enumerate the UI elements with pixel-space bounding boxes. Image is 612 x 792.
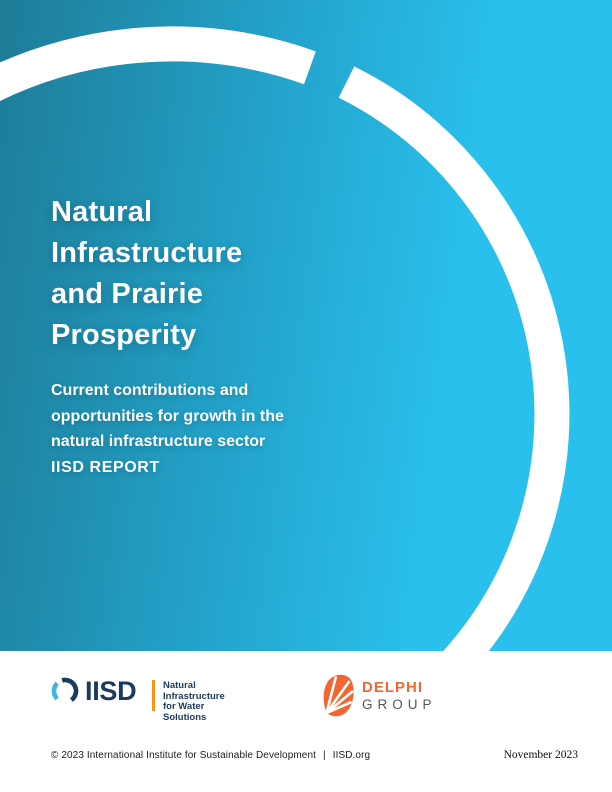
copyright-text: © 2023 International Institute for Susta…: [51, 750, 316, 761]
copyright-line: © 2023 International Institute for Susta…: [51, 750, 370, 761]
title-line: Natural: [51, 196, 153, 228]
cover-subtitle: Current contributions and opportunities …: [51, 378, 351, 455]
separator: |: [323, 750, 326, 761]
iisd-tagline-line: Natural Infrastructure: [163, 680, 225, 702]
delphi-sub: GROUP: [362, 697, 437, 712]
iisd-circle-icon: [51, 677, 79, 702]
broken-ring-icon: [0, 0, 612, 651]
delphi-name: DELPHI: [362, 679, 424, 696]
subtitle-line: Current contributions and: [51, 382, 249, 399]
cover-footer: IISD Natural Infrastructure for Water So…: [0, 651, 612, 792]
report-type-label: IISD REPORT: [51, 459, 160, 476]
ring-arc-top-left: [0, 26, 316, 102]
delphi-leaf-icon: [323, 674, 354, 717]
subtitle-line: natural infrastructure sector: [51, 433, 266, 450]
iisd-wordmark: IISD: [85, 676, 137, 706]
cover-hero: Natural Infrastructure and Prairie Prosp…: [0, 0, 612, 651]
subtitle-line: opportunities for growth in the: [51, 407, 284, 425]
iisd-org-link[interactable]: IISD.org: [332, 750, 371, 761]
page-title: Natural Infrastructure and Prairie Prosp…: [51, 192, 371, 356]
iisd-tagline: Natural Infrastructure for Water Solutio…: [163, 680, 225, 723]
publication-date: November 2023: [503, 749, 578, 761]
title-line: and Prairie: [51, 278, 204, 310]
iisd-arc-light: [51, 681, 60, 701]
iisd-arc-navy: [61, 677, 79, 702]
title-line: Prosperity: [51, 319, 197, 351]
title-line: Infrastructure: [51, 237, 243, 269]
iisd-tagline-line: for Water Solutions: [163, 701, 207, 723]
ring-arc-right: [338, 66, 570, 651]
logo-divider: [152, 680, 155, 711]
